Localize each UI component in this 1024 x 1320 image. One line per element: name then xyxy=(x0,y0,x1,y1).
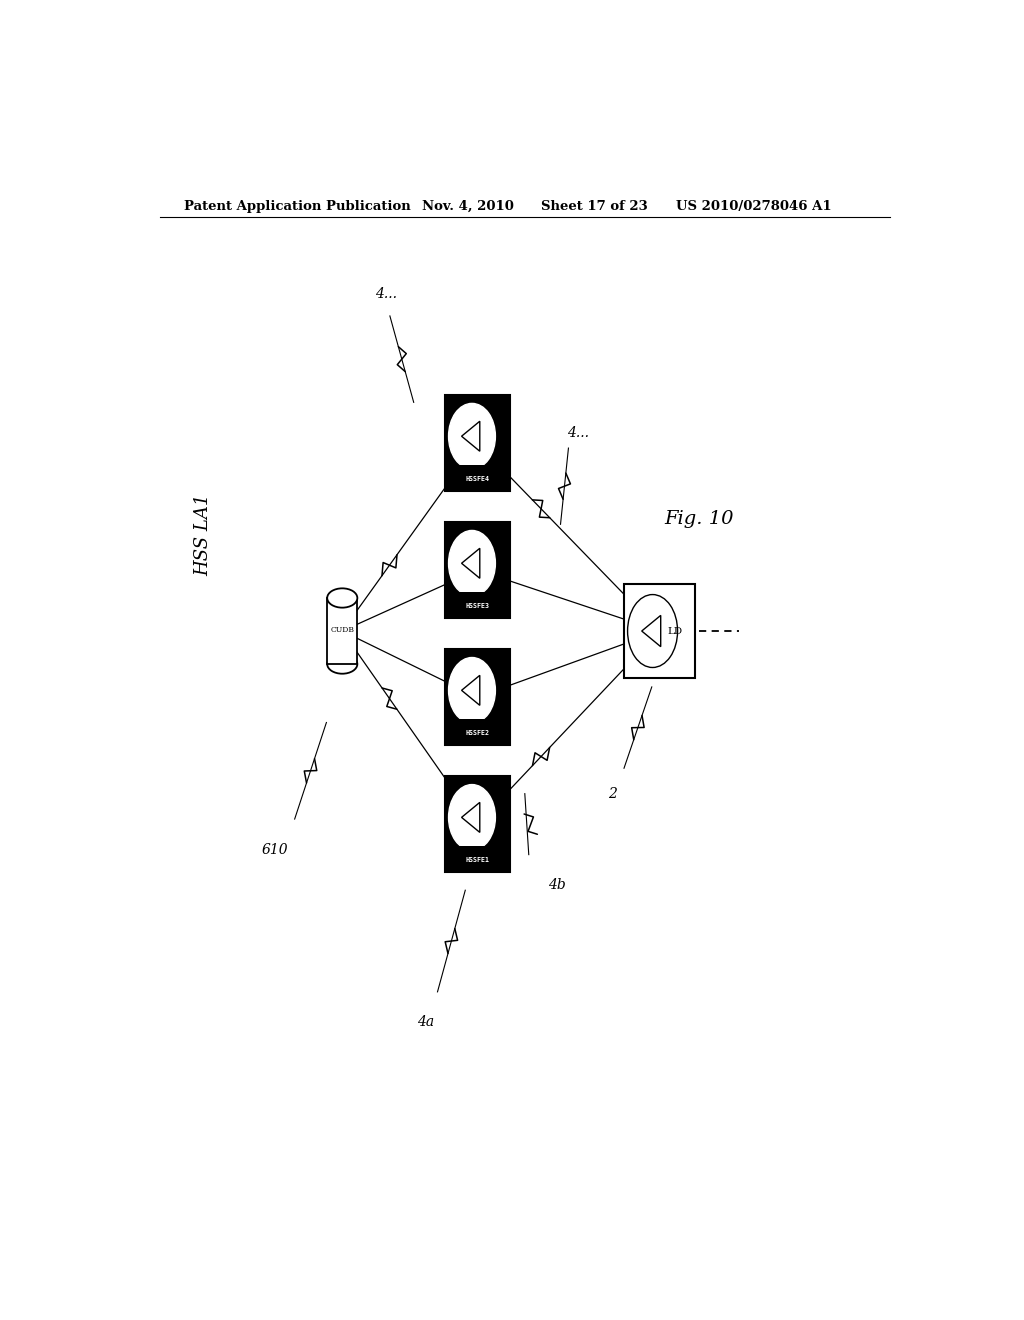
Ellipse shape xyxy=(628,594,678,668)
Text: 4b: 4b xyxy=(548,878,565,892)
Text: Nov. 4, 2010: Nov. 4, 2010 xyxy=(422,199,513,213)
Text: HSSFE3: HSSFE3 xyxy=(465,603,489,609)
Bar xyxy=(624,585,695,677)
Ellipse shape xyxy=(449,404,496,469)
Polygon shape xyxy=(462,548,480,578)
Polygon shape xyxy=(642,615,660,647)
Bar xyxy=(328,598,357,664)
Text: Fig. 10: Fig. 10 xyxy=(665,511,734,528)
Text: 610: 610 xyxy=(261,842,288,857)
Text: LD: LD xyxy=(668,627,683,635)
Text: CUDB: CUDB xyxy=(331,626,355,634)
Text: 4...: 4... xyxy=(375,286,397,301)
Polygon shape xyxy=(462,676,480,705)
Ellipse shape xyxy=(328,655,357,673)
Text: HSS LA1: HSS LA1 xyxy=(195,494,212,576)
Bar xyxy=(444,776,510,873)
Text: HSSFE4: HSSFE4 xyxy=(465,475,489,482)
Ellipse shape xyxy=(328,589,357,607)
Text: Patent Application Publication: Patent Application Publication xyxy=(183,199,411,213)
Text: 2: 2 xyxy=(607,787,616,801)
Bar xyxy=(444,649,510,746)
Bar xyxy=(445,465,509,490)
Text: 4...: 4... xyxy=(567,426,589,440)
Bar xyxy=(444,521,510,618)
Text: HSSFE1: HSSFE1 xyxy=(465,857,489,863)
Ellipse shape xyxy=(449,531,496,597)
Bar xyxy=(445,846,509,871)
Polygon shape xyxy=(462,421,480,451)
Text: HSSFE2: HSSFE2 xyxy=(465,730,489,735)
Bar xyxy=(445,593,509,618)
Polygon shape xyxy=(462,803,480,833)
Bar xyxy=(328,598,357,664)
Ellipse shape xyxy=(449,784,496,850)
Ellipse shape xyxy=(449,657,496,723)
Bar xyxy=(444,395,510,491)
Text: US 2010/0278046 A1: US 2010/0278046 A1 xyxy=(676,199,831,213)
Text: 4a: 4a xyxy=(417,1015,434,1030)
Text: Sheet 17 of 23: Sheet 17 of 23 xyxy=(541,199,647,213)
Bar xyxy=(445,719,509,744)
